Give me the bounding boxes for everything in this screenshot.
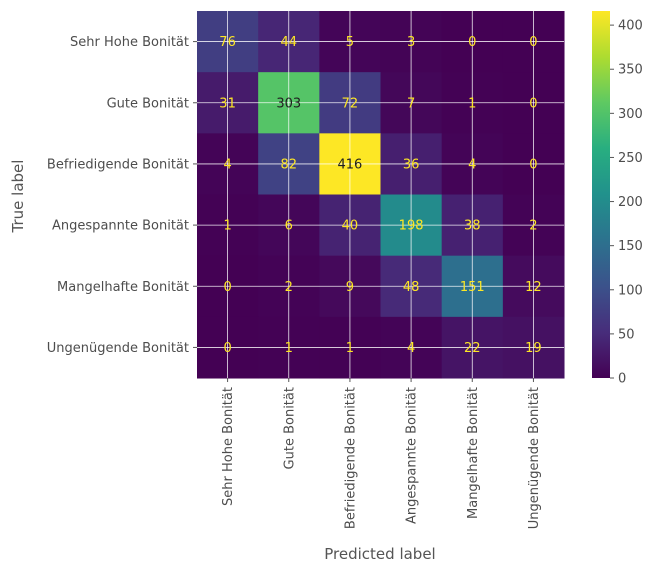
cell-value-label: 82 bbox=[280, 157, 297, 172]
colorbar-tick-label: 50 bbox=[618, 327, 635, 342]
colorbar-tick-label: 400 bbox=[618, 19, 643, 34]
cell-value-label: 7 bbox=[407, 96, 415, 111]
cell-value-label: 44 bbox=[280, 35, 297, 50]
cell-value-label: 1 bbox=[468, 96, 476, 111]
cell-value-label: 0 bbox=[223, 280, 231, 295]
cell-value-label: 0 bbox=[468, 35, 476, 50]
x-axis-ticks: Sehr Hohe Bonität Gute Bonität Befriedigen… bbox=[221, 378, 542, 529]
cell-value-label: 0 bbox=[529, 96, 537, 111]
x-tick-label: Mangelhafte Bonität bbox=[466, 387, 481, 519]
cell-value-label: 22 bbox=[464, 341, 481, 356]
cell-value-label: 0 bbox=[223, 341, 231, 356]
cell-value-label: 416 bbox=[338, 157, 363, 172]
cell-value-label: 38 bbox=[464, 219, 481, 234]
cell-value-label: 12 bbox=[525, 280, 542, 295]
colorbar-tick-label: 150 bbox=[618, 239, 643, 254]
x-tick-label: Ungenügende Bonität bbox=[527, 387, 542, 529]
y-axis-label: True label bbox=[9, 160, 27, 234]
cell-value-label: 4 bbox=[223, 157, 231, 172]
colorbar-ticks: 0 50 100 150 200 250 300 350 400 bbox=[610, 19, 643, 387]
cell-value-label: 0 bbox=[529, 157, 537, 172]
cell-value-label: 6 bbox=[285, 219, 293, 234]
y-tick-label: Ungenügende Bonität bbox=[47, 341, 189, 356]
cell-value-label: 31 bbox=[219, 96, 236, 111]
cell-value-label: 40 bbox=[342, 219, 359, 234]
y-tick-label: Angespannte Bonität bbox=[52, 219, 189, 234]
x-tick-label: Befriedigende Bonität bbox=[343, 387, 358, 529]
cell-value-label: 9 bbox=[346, 280, 354, 295]
colorbar-tick-label: 200 bbox=[618, 195, 643, 210]
cell-value-label: 3 bbox=[407, 35, 415, 50]
cell-value-label: 48 bbox=[403, 280, 420, 295]
cell-value-label: 303 bbox=[276, 96, 301, 111]
colorbar bbox=[592, 11, 610, 378]
cell-value-label: 4 bbox=[407, 341, 415, 356]
x-tick-label: Gute Bonität bbox=[282, 387, 297, 469]
cell-value-label: 1 bbox=[285, 341, 293, 356]
cell-value-label: 1 bbox=[346, 341, 354, 356]
y-tick-label: Befriedigende Bonität bbox=[47, 157, 189, 172]
heatmap-cells bbox=[197, 11, 565, 379]
cell-value-label: 2 bbox=[529, 219, 537, 234]
cell-value-label: 72 bbox=[342, 96, 359, 111]
y-axis-ticks: Sehr Hohe Bonität Gute Bonität Befriedigen… bbox=[47, 35, 197, 356]
y-tick-label: Gute Bonität bbox=[107, 96, 189, 111]
cell-value-label: 76 bbox=[219, 35, 236, 50]
x-tick-label: Angespannte Bonität bbox=[405, 387, 420, 524]
cell-value-label: 2 bbox=[285, 280, 293, 295]
grid-lines bbox=[197, 11, 565, 379]
colorbar-tick-label: 100 bbox=[618, 283, 643, 298]
cell-value-labels: 76 44 5 3 0 031 303 72 7 1 04 82 416 36 4 01 6 40 198 38 20 2… bbox=[219, 35, 541, 356]
cell-value-label: 36 bbox=[403, 157, 420, 172]
cell-value-label: 19 bbox=[525, 341, 542, 356]
x-tick-label: Sehr Hohe Bonität bbox=[221, 387, 236, 506]
colorbar-tick-label: 250 bbox=[618, 151, 643, 166]
cell-value-label: 151 bbox=[460, 280, 485, 295]
cell-value-label: 198 bbox=[399, 219, 424, 234]
cell-value-label: 5 bbox=[346, 35, 354, 50]
cell-value-label: 1 bbox=[223, 219, 231, 234]
colorbar-tick-label: 300 bbox=[618, 107, 643, 122]
y-tick-label: Sehr Hohe Bonität bbox=[70, 35, 189, 50]
y-tick-label: Mangelhafte Bonität bbox=[57, 280, 189, 295]
x-axis-label: Predicted label bbox=[324, 545, 435, 563]
colorbar-tick-label: 350 bbox=[618, 63, 643, 78]
cell-value-label: 0 bbox=[529, 35, 537, 50]
cell-value-label: 4 bbox=[468, 157, 476, 172]
colorbar-tick-label: 0 bbox=[618, 372, 626, 387]
